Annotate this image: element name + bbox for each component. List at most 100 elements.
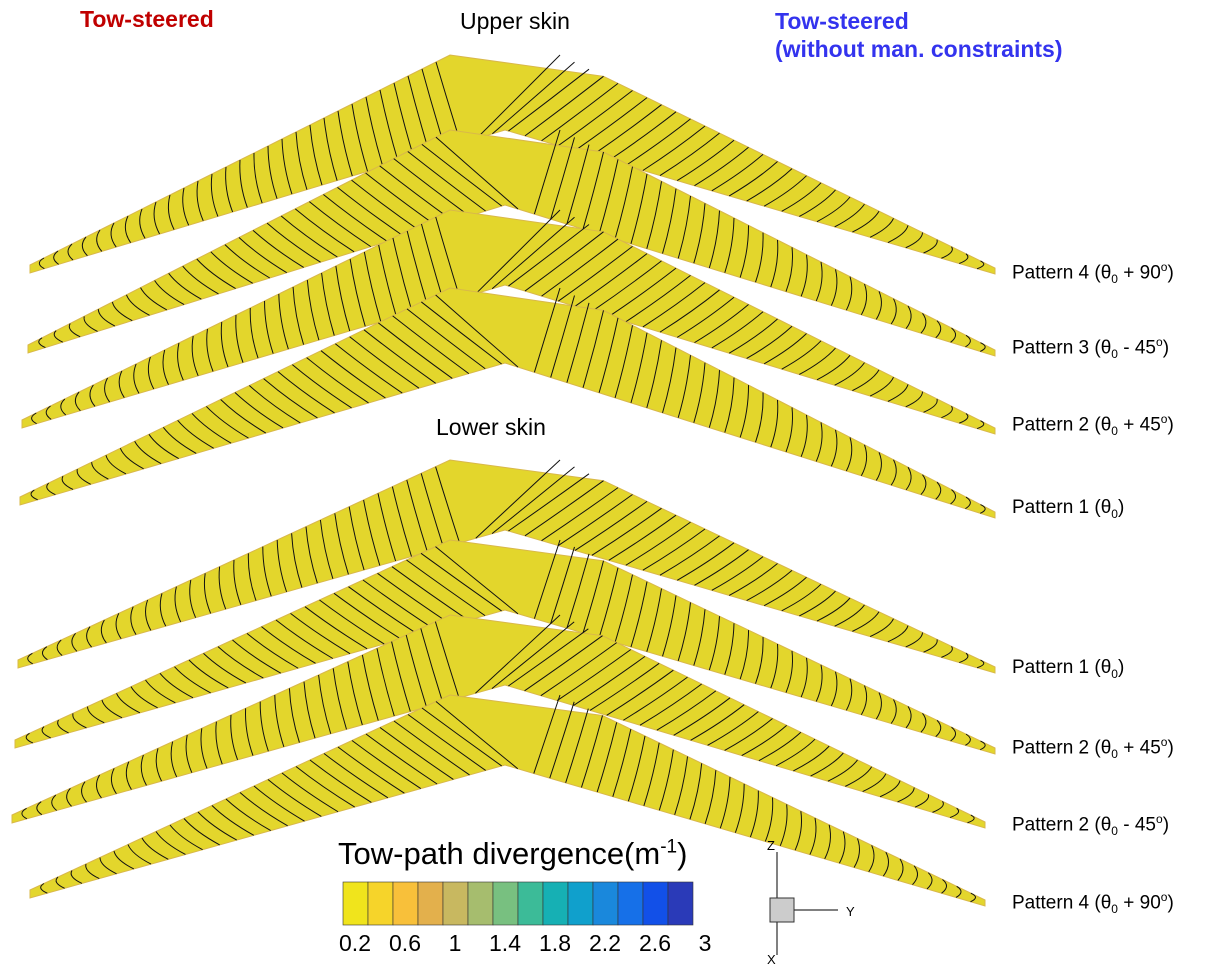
streamline xyxy=(630,173,648,244)
streamline xyxy=(707,711,759,746)
streamline xyxy=(912,865,918,886)
streamline xyxy=(81,781,87,803)
streamline xyxy=(566,553,590,629)
streamline xyxy=(815,664,823,702)
streamline xyxy=(159,673,194,699)
streamline xyxy=(582,310,604,388)
streamline xyxy=(711,154,764,192)
streamline xyxy=(281,138,293,195)
colorbar-bin xyxy=(492,881,519,926)
colorbar-bin xyxy=(592,881,619,926)
streamline xyxy=(259,701,269,752)
streamline xyxy=(115,613,122,640)
streamline xyxy=(110,222,117,248)
streamline xyxy=(197,811,237,841)
streamline xyxy=(845,678,853,711)
streamline xyxy=(693,609,706,666)
streamline xyxy=(677,195,691,259)
pattern-sub: 0 xyxy=(1111,424,1118,439)
streamline xyxy=(294,208,355,253)
streamlines xyxy=(38,129,986,352)
axis-box xyxy=(769,897,795,923)
streamline xyxy=(582,151,604,230)
streamline xyxy=(210,251,253,284)
streamline xyxy=(869,618,894,638)
streamline xyxy=(434,621,460,699)
streamline xyxy=(153,201,160,235)
streamline xyxy=(965,496,971,510)
streamline xyxy=(99,857,117,875)
streamline xyxy=(799,347,836,375)
streamline xyxy=(557,494,633,546)
streamline xyxy=(200,728,208,769)
streamline xyxy=(130,686,158,709)
streamline xyxy=(905,632,923,648)
streamline xyxy=(677,355,691,418)
streamline xyxy=(541,83,619,142)
streamline xyxy=(785,407,794,453)
streamline xyxy=(676,296,735,338)
streamline xyxy=(882,851,889,877)
streamline xyxy=(724,718,773,751)
streamline xyxy=(711,311,764,349)
streamline xyxy=(116,693,141,714)
pattern-prefix: Pattern 4 (θ xyxy=(1012,262,1112,284)
streamline xyxy=(351,103,369,172)
streamline xyxy=(263,378,318,419)
streamline xyxy=(40,883,48,894)
streamline xyxy=(887,384,909,402)
streamline xyxy=(724,217,735,273)
streamline xyxy=(704,770,717,824)
streamline xyxy=(53,250,59,265)
streamline xyxy=(280,215,338,258)
streamline xyxy=(905,706,912,729)
colorbar-tick-label: 0.6 xyxy=(389,930,421,956)
pattern-prefix: Pattern 4 (θ xyxy=(1012,892,1112,914)
streamline xyxy=(72,713,87,729)
streamline xyxy=(574,253,648,307)
streamline xyxy=(573,655,646,706)
pattern-suffix: ) xyxy=(1117,497,1125,518)
streamline xyxy=(225,798,271,832)
colorbar-tick-label: 2.2 xyxy=(589,930,621,956)
streamline xyxy=(66,787,72,807)
streamline xyxy=(646,340,662,408)
streamline xyxy=(785,650,794,693)
streamline xyxy=(541,487,619,542)
pattern-prefix: Pattern 1 (θ xyxy=(1012,497,1112,518)
streamline xyxy=(81,236,88,257)
colorbar-title-sup: -1 xyxy=(660,836,678,858)
colorbar-bin xyxy=(567,881,594,926)
streamline xyxy=(524,480,604,537)
streamline xyxy=(941,405,953,419)
colorbar-tick-label: 1 xyxy=(448,930,462,956)
streamline xyxy=(261,626,316,664)
streamline xyxy=(524,231,604,292)
streamline xyxy=(262,546,272,597)
streamline xyxy=(845,276,853,311)
streamline xyxy=(406,559,486,617)
axis-z: Z xyxy=(767,838,775,853)
streamline xyxy=(879,780,901,798)
streamline xyxy=(897,787,915,803)
colorbar-bin xyxy=(642,881,669,926)
streamline xyxy=(800,414,808,457)
streamlines xyxy=(25,539,986,751)
streamline xyxy=(758,731,802,762)
streamline xyxy=(875,452,882,481)
streamline xyxy=(155,831,186,855)
streamline xyxy=(533,694,561,774)
streamline xyxy=(351,740,422,790)
streamline xyxy=(770,239,779,288)
streamline xyxy=(920,313,927,334)
streamlines xyxy=(31,209,985,430)
streamline xyxy=(905,391,923,408)
pattern-sup: o xyxy=(1156,335,1163,349)
streamline xyxy=(70,870,83,884)
streamline xyxy=(923,639,938,653)
streamline xyxy=(234,392,284,429)
streamline xyxy=(45,405,52,420)
streamline xyxy=(203,573,212,614)
pattern-suffix: ) xyxy=(1167,892,1174,914)
